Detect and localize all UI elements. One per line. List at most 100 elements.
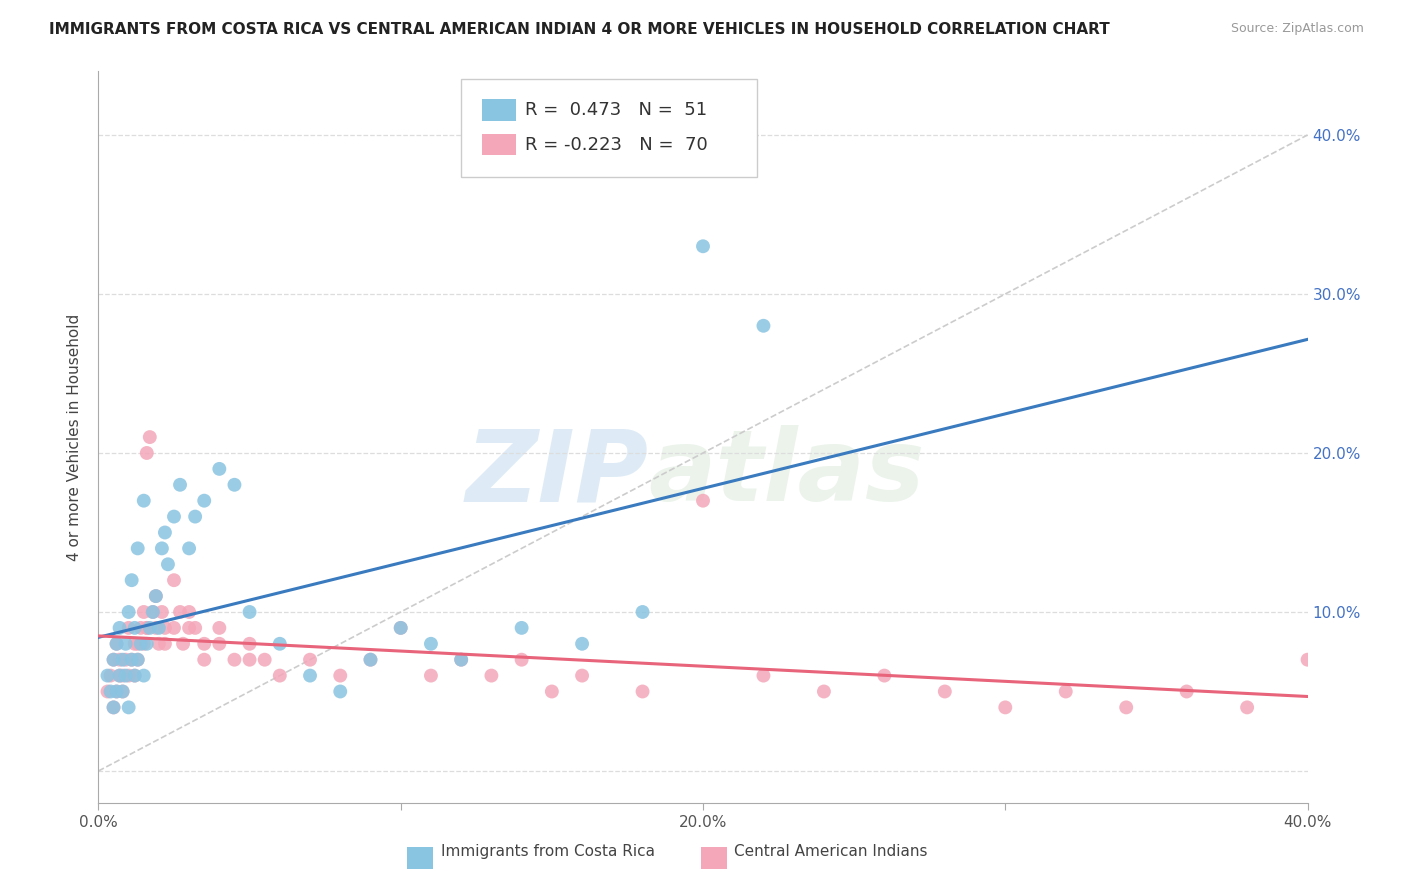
Point	[193, 653, 215, 667]
Point	[121, 653, 143, 667]
Point	[100, 668, 122, 682]
Point	[360, 653, 382, 667]
Point	[153, 637, 176, 651]
Point	[184, 621, 207, 635]
Point	[132, 637, 155, 651]
Point	[873, 668, 896, 682]
Point	[239, 637, 262, 651]
Point	[103, 653, 125, 667]
Point	[510, 653, 533, 667]
Point	[142, 605, 165, 619]
Point	[450, 653, 472, 667]
Point	[193, 493, 215, 508]
Point	[124, 637, 146, 651]
Point	[145, 589, 167, 603]
Point	[163, 509, 186, 524]
Point	[114, 653, 136, 667]
Point	[139, 430, 162, 444]
Point	[124, 668, 146, 682]
Point	[239, 605, 262, 619]
Point	[1296, 653, 1319, 667]
Text: Central American Indians: Central American Indians	[734, 845, 928, 859]
Point	[692, 239, 714, 253]
Point	[934, 684, 956, 698]
Point	[153, 621, 176, 635]
Point	[389, 621, 412, 635]
Point	[208, 621, 231, 635]
FancyBboxPatch shape	[461, 78, 758, 178]
Point	[135, 446, 157, 460]
Text: IMMIGRANTS FROM COSTA RICA VS CENTRAL AMERICAN INDIAN 4 OR MORE VEHICLES IN HOUS: IMMIGRANTS FROM COSTA RICA VS CENTRAL AM…	[49, 22, 1109, 37]
Point	[631, 605, 654, 619]
Point	[184, 509, 207, 524]
Text: Immigrants from Costa Rica: Immigrants from Costa Rica	[440, 845, 655, 859]
Point	[224, 477, 246, 491]
Point	[111, 668, 134, 682]
Point	[127, 637, 149, 651]
Point	[114, 668, 136, 682]
Point	[124, 621, 146, 635]
Point	[269, 668, 291, 682]
Point	[420, 637, 443, 651]
Point	[124, 668, 146, 682]
Point	[111, 653, 134, 667]
Point	[389, 621, 412, 635]
Point	[153, 525, 176, 540]
Point	[692, 493, 714, 508]
Point	[994, 700, 1017, 714]
Bar	[700, 847, 727, 869]
Point	[96, 668, 118, 682]
Point	[121, 573, 143, 587]
Point	[269, 637, 291, 651]
Point	[163, 573, 186, 587]
Point	[360, 653, 382, 667]
Point	[121, 653, 143, 667]
Point	[1054, 684, 1077, 698]
Point	[1175, 684, 1198, 698]
Point	[752, 668, 775, 682]
Point	[108, 621, 131, 635]
Point	[179, 541, 201, 556]
Point	[142, 605, 165, 619]
Text: Source: ZipAtlas.com: Source: ZipAtlas.com	[1230, 22, 1364, 36]
Point	[129, 637, 152, 651]
Point	[179, 605, 201, 619]
Point	[127, 541, 149, 556]
Point	[150, 541, 173, 556]
Point	[135, 637, 157, 651]
Point	[96, 684, 118, 698]
Point	[139, 621, 162, 635]
Bar	[482, 99, 516, 121]
Point	[105, 637, 128, 651]
Point	[148, 621, 170, 635]
Point	[111, 684, 134, 698]
Point	[118, 668, 141, 682]
Point	[103, 700, 125, 714]
Point	[571, 668, 593, 682]
Point	[111, 684, 134, 698]
Point	[103, 653, 125, 667]
Point	[450, 653, 472, 667]
Point	[169, 477, 191, 491]
Point	[108, 668, 131, 682]
Point	[127, 653, 149, 667]
Point	[540, 684, 562, 698]
Point	[208, 637, 231, 651]
Point	[148, 637, 170, 651]
Text: R = -0.223   N =  70: R = -0.223 N = 70	[526, 136, 709, 153]
Point	[239, 653, 262, 667]
Bar	[406, 847, 433, 869]
Point	[132, 605, 155, 619]
Point	[135, 621, 157, 635]
Point	[208, 462, 231, 476]
Point	[150, 605, 173, 619]
Point	[571, 637, 593, 651]
Text: R =  0.473   N =  51: R = 0.473 N = 51	[526, 101, 707, 120]
Text: ZIP: ZIP	[465, 425, 648, 522]
Point	[114, 637, 136, 651]
Point	[253, 653, 276, 667]
Bar	[482, 134, 516, 155]
Text: atlas: atlas	[648, 425, 925, 522]
Point	[145, 589, 167, 603]
Point	[118, 700, 141, 714]
